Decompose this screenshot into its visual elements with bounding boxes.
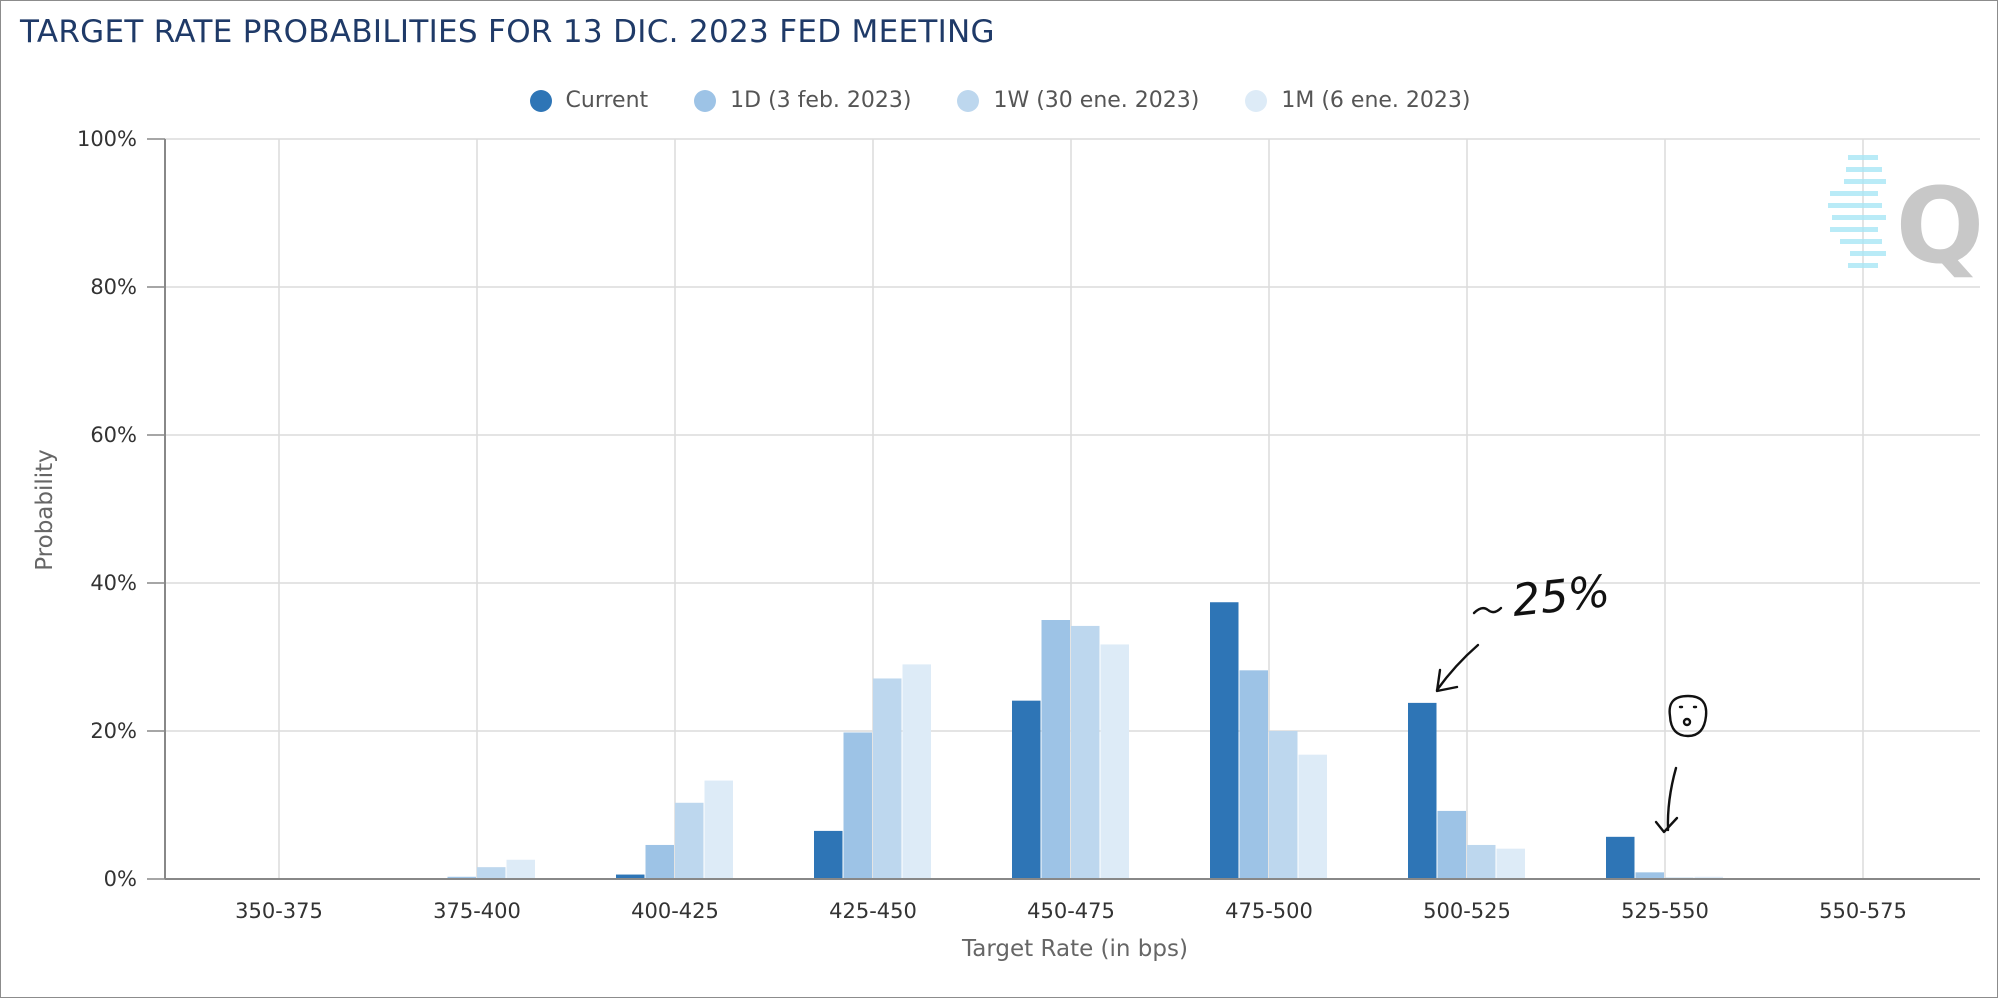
logo-stripe	[1830, 191, 1878, 196]
bar	[506, 859, 535, 879]
legend-marker	[1245, 89, 1268, 112]
legend: Current 1D (3 feb. 2023) 1W (30 ene. 2023)…	[0, 88, 2000, 113]
x-tick-label: 525-550	[1621, 899, 1709, 923]
x-tick-label: 550-575	[1819, 899, 1907, 923]
legend-label: 1D (3 feb. 2023)	[730, 88, 912, 113]
bar	[1694, 876, 1723, 879]
bar	[477, 867, 506, 879]
legend-label: Current	[565, 88, 649, 113]
annotation-25-percent: 25%	[1435, 566, 1613, 693]
annotation-face-doodle	[1654, 694, 1708, 834]
bar	[1635, 872, 1664, 879]
bar	[1041, 620, 1070, 879]
arrow-shaft	[1666, 766, 1678, 832]
logo-stripe	[1848, 155, 1878, 160]
handwritten-annotations: 25%	[1435, 566, 1708, 834]
logo-stripe	[1840, 239, 1882, 244]
bar	[447, 876, 476, 879]
annotation-text: 25%	[1510, 566, 1613, 627]
bar	[1496, 848, 1525, 879]
bar	[1210, 602, 1239, 879]
legend-item[interactable]: 1W (30 ene. 2023)	[957, 88, 1199, 113]
bar	[1012, 700, 1041, 879]
bar	[873, 678, 902, 879]
logo-stripe	[1850, 251, 1886, 256]
y-tick-label: 20%	[90, 719, 137, 743]
x-tick-label: 450-475	[1027, 899, 1115, 923]
x-axis-title: Target Rate (in bps)	[961, 936, 1188, 962]
legend-marker	[694, 89, 717, 112]
bar	[814, 830, 843, 879]
bars	[447, 602, 1723, 879]
arrow-head	[1654, 816, 1679, 834]
bar	[1298, 754, 1327, 879]
x-tick-label: 400-425	[631, 899, 719, 923]
bar	[902, 664, 931, 879]
y-tick-label: 0%	[104, 867, 137, 891]
bar	[1467, 844, 1496, 879]
logo-stripe	[1844, 179, 1886, 184]
legend-label: 1M (6 ene. 2023)	[1281, 88, 1471, 113]
y-tick-label: 60%	[90, 423, 137, 447]
legend-item[interactable]: 1D (3 feb. 2023)	[694, 88, 911, 113]
face-outline	[1668, 694, 1708, 738]
logo-stripe	[1848, 263, 1878, 268]
bar	[1269, 731, 1298, 879]
logo-stripe	[1832, 215, 1886, 220]
arrow-shaft	[1435, 643, 1480, 692]
logo-stripe	[1846, 167, 1882, 172]
bar	[1437, 810, 1466, 879]
chart-title: TARGET RATE PROBABILITIES FOR 13 DIC. 20…	[20, 14, 995, 50]
grid-lines	[165, 138, 1980, 879]
bar	[1408, 702, 1437, 879]
y-tick-label: 100%	[77, 127, 137, 151]
x-tick-label: 375-400	[433, 899, 521, 923]
legend-label: 1W (30 ene. 2023)	[993, 88, 1200, 113]
x-tick-label: 500-525	[1423, 899, 1511, 923]
x-tick-label: 350-375	[235, 899, 323, 923]
bar	[704, 780, 733, 879]
bar	[616, 874, 645, 879]
bar	[1606, 836, 1635, 879]
y-axis-title: Probability	[32, 449, 58, 571]
logo-stripe	[1828, 203, 1882, 208]
tilde-stroke	[1472, 606, 1503, 615]
x-tick-label: 475-500	[1225, 899, 1313, 923]
legend-item[interactable]: 1M (6 ene. 2023)	[1245, 88, 1470, 113]
bar	[1239, 670, 1268, 879]
bar	[843, 732, 872, 879]
legend-marker	[957, 89, 980, 112]
bar	[645, 844, 674, 879]
y-tick-label: 40%	[90, 571, 137, 595]
arrow-head	[1435, 668, 1459, 693]
logo-stripe	[1830, 227, 1878, 232]
bar	[1071, 625, 1100, 879]
face-mouth	[1682, 717, 1692, 727]
legend-marker	[529, 89, 552, 112]
watermark-logo: Q	[1828, 155, 1984, 287]
y-tick-label: 80%	[90, 275, 137, 299]
x-tick-label: 425-450	[829, 899, 917, 923]
bar	[675, 802, 704, 879]
axes: 0% 20% 40% 60% 80% 100% 350-375 375-400 400-425 4…	[77, 127, 1980, 923]
legend-item[interactable]: Current	[529, 88, 649, 113]
bar	[1100, 644, 1129, 879]
logo-letter: Q	[1896, 165, 1984, 287]
